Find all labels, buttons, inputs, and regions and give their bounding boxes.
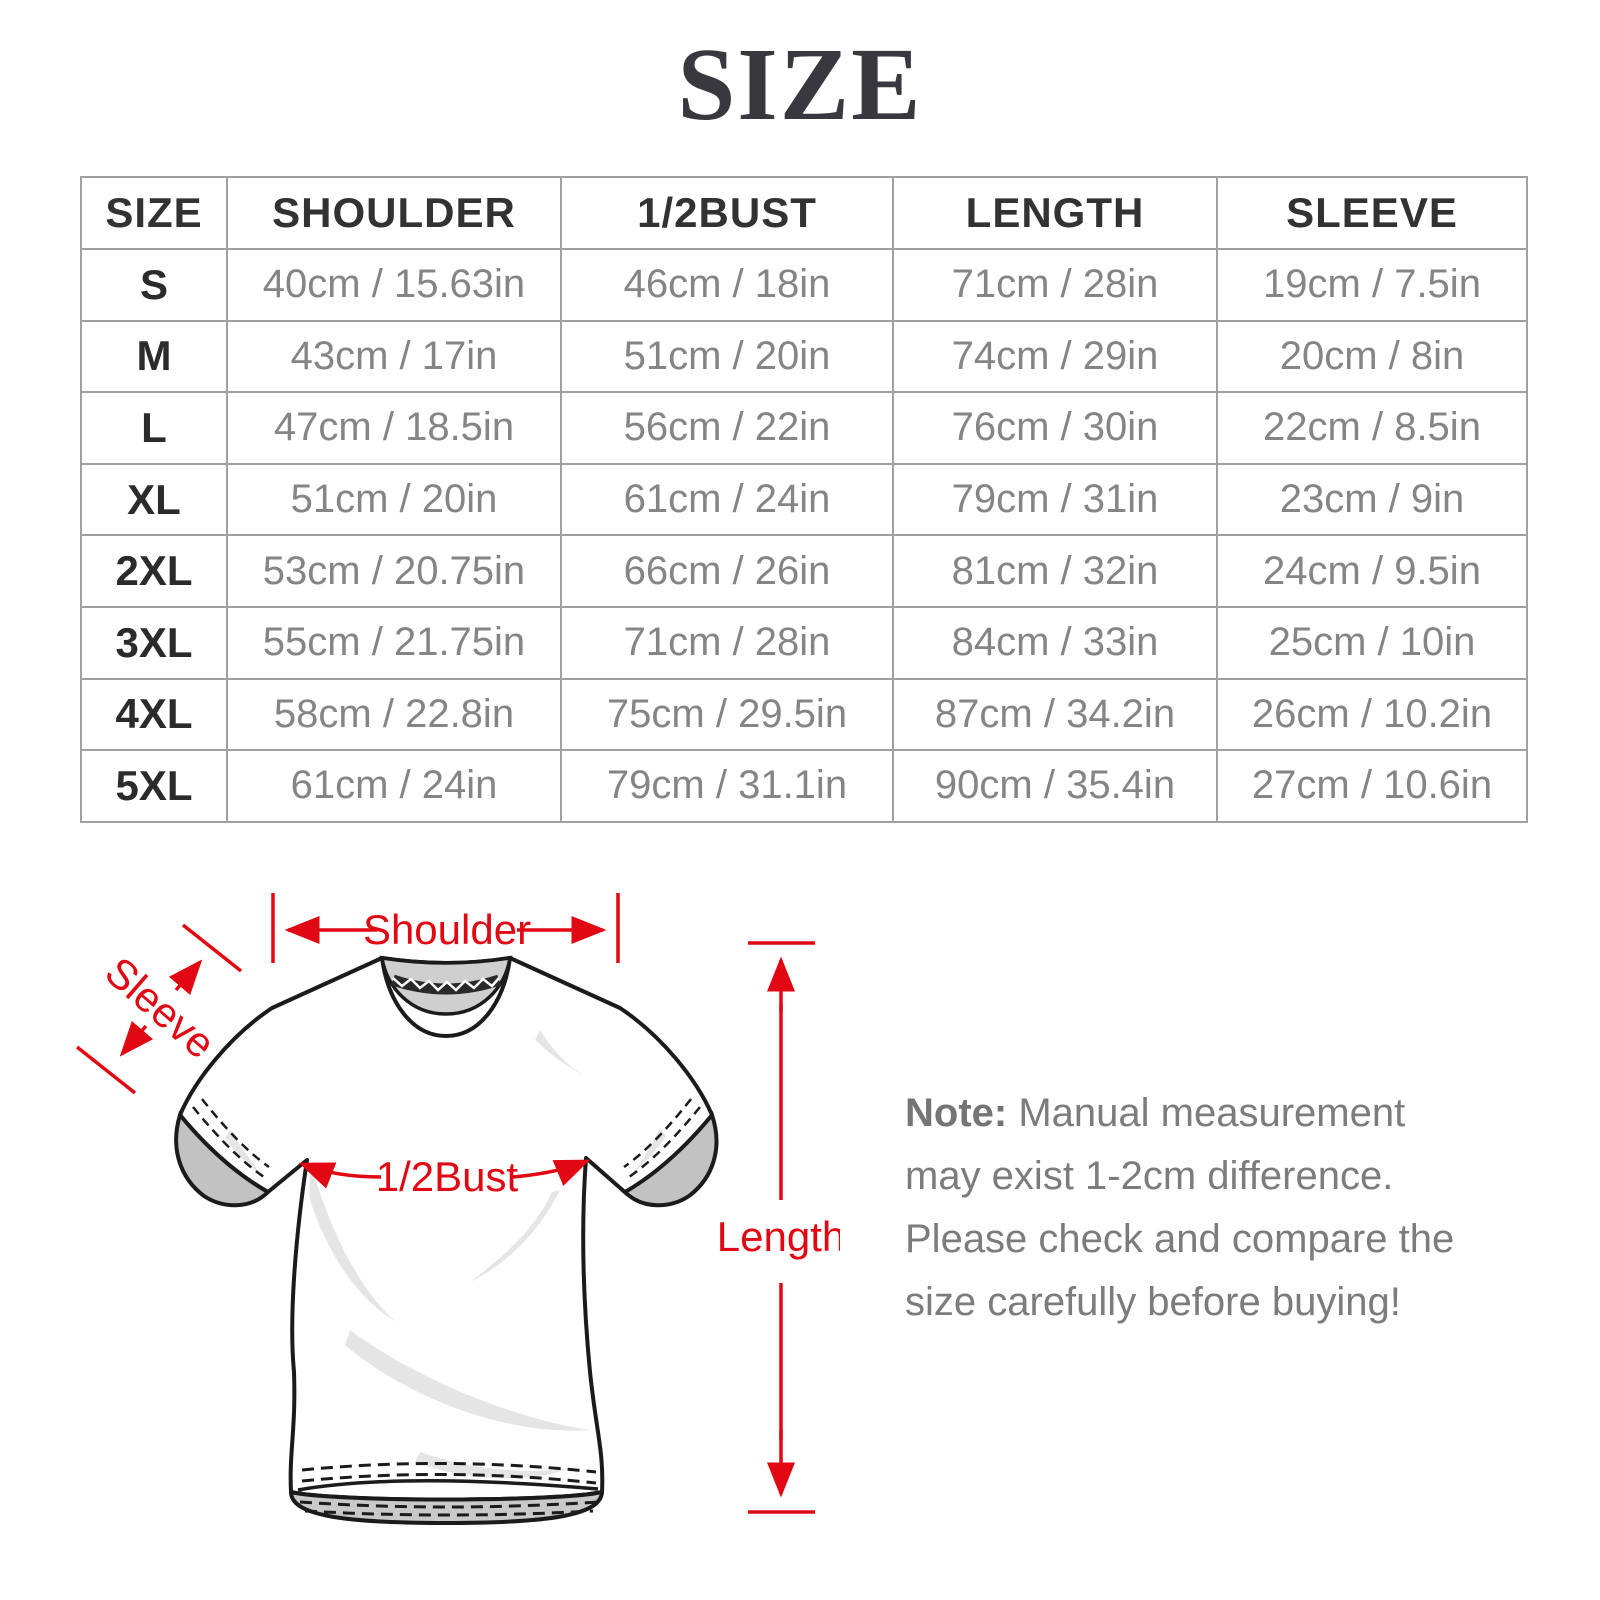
hem-stitch [301, 1461, 597, 1474]
length-value: 79cm / 31in [892, 462, 1218, 537]
header-length: LENGTH [892, 176, 1218, 250]
size-label: M [80, 319, 228, 394]
fabric-wrinkles [225, 1030, 666, 1479]
left-cuff-stitch [201, 1098, 270, 1169]
left-sleeve-cuff [174, 1110, 272, 1208]
sleeve-label: Sleeve [96, 948, 224, 1068]
tshirt-measurement-diagram: Shoulder Sleeve 1/2Bust Length [75, 893, 840, 1526]
right-cuff-stitch [623, 1098, 692, 1169]
shoulder-value: 51cm / 20in [226, 462, 562, 537]
bust-value: 79cm / 31.1in [560, 749, 894, 823]
table-row: 2XL 53cm / 20.75in 66cm / 26in 81cm / 32… [80, 534, 1528, 608]
measurement-note: Note: Manual measurement may exist 1-2cm… [905, 1082, 1490, 1334]
note-text: Manual measurement may exist 1-2cm diffe… [905, 1091, 1455, 1324]
shoulder-value: 58cm / 22.8in [226, 677, 562, 752]
length-value: 76cm / 30in [892, 391, 1218, 465]
table-row: 4XL 58cm / 22.8in 75cm / 29.5in 87cm / 3… [80, 677, 1528, 752]
bust-value: 75cm / 29.5in [560, 677, 894, 752]
hem-stitch [299, 1500, 599, 1509]
length-value: 90cm / 35.4in [892, 749, 1218, 823]
shoulder-measure-arrow [271, 893, 620, 963]
header-shoulder: SHOULDER [226, 176, 562, 250]
bust-value: 66cm / 26in [560, 534, 894, 608]
sleeve-value: 26cm / 10.2in [1216, 677, 1528, 752]
sleeve-measure-arrow [75, 923, 243, 1095]
length-value: 84cm / 33in [892, 605, 1218, 680]
table-row: S 40cm / 15.63in 46cm / 18in 71cm / 28in… [80, 248, 1528, 322]
bust-value: 71cm / 28in [560, 605, 894, 680]
sleeve-value: 27cm / 10.6in [1216, 749, 1528, 823]
sleeve-value: 25cm / 10in [1216, 605, 1528, 680]
length-label: Length [717, 1213, 840, 1260]
note-label: Note: [905, 1091, 1008, 1135]
hem-stitch [304, 1509, 594, 1517]
shoulder-value: 40cm / 15.63in [226, 248, 562, 322]
sleeve-value: 23cm / 9in [1216, 462, 1528, 537]
length-value: 81cm / 32in [892, 534, 1218, 608]
bust-value: 46cm / 18in [560, 248, 894, 322]
table-row: 3XL 55cm / 21.75in 71cm / 28in 84cm / 33… [80, 605, 1528, 680]
table-row: L 47cm / 18.5in 56cm / 22in 76cm / 30in … [80, 391, 1528, 465]
size-label: S [80, 248, 228, 322]
length-value: 87cm / 34.2in [892, 677, 1218, 752]
page-title: SIZE [677, 27, 923, 142]
shoulder-value: 61cm / 24in [226, 749, 562, 823]
hem-stitch [301, 1472, 597, 1485]
neck-tape-zigzag-stitch [392, 977, 500, 992]
shoulder-value: 43cm / 17in [226, 319, 562, 394]
bust-value: 61cm / 24in [560, 462, 894, 537]
size-table: SIZE SHOULDER 1/2BUST LENGTH SLEEVE S 40… [80, 176, 1528, 823]
size-label: 4XL [80, 677, 228, 752]
size-label: 3XL [80, 605, 228, 680]
table-row: XL 51cm / 20in 61cm / 24in 79cm / 31in 2… [80, 462, 1528, 537]
size-label: 2XL [80, 534, 228, 608]
hem-fold-line [297, 1479, 599, 1492]
size-label: XL [80, 462, 228, 537]
sleeve-value: 22cm / 8.5in [1216, 391, 1528, 465]
shoulder-value: 47cm / 18.5in [226, 391, 562, 465]
right-sleeve-cuff [621, 1110, 719, 1208]
table-row: M 43cm / 17in 51cm / 20in 74cm / 29in 20… [80, 319, 1528, 394]
header-bust: 1/2BUST [560, 176, 894, 250]
bust-label: 1/2Bust [376, 1153, 519, 1200]
sleeve-value: 24cm / 9.5in [1216, 534, 1528, 608]
shoulder-value: 55cm / 21.75in [226, 605, 562, 680]
sleeve-value: 19cm / 7.5in [1216, 248, 1528, 322]
size-label: L [80, 391, 228, 465]
header-sleeve: SLEEVE [1216, 176, 1528, 250]
right-cuff-stitch [628, 1106, 701, 1179]
tshirt-body [178, 956, 714, 1502]
length-value: 74cm / 29in [892, 319, 1218, 394]
header-size: SIZE [80, 176, 228, 250]
sleeve-value: 20cm / 8in [1216, 319, 1528, 394]
length-value: 71cm / 28in [892, 248, 1218, 322]
left-cuff-stitch [192, 1106, 265, 1179]
shoulder-value: 53cm / 20.75in [226, 534, 562, 608]
tshirt-illustration [174, 955, 719, 1526]
bust-measure-arrow [298, 1159, 591, 1189]
length-measure-arrow [748, 941, 815, 1514]
bust-value: 51cm / 20in [560, 319, 894, 394]
size-label: 5XL [80, 749, 228, 823]
shoulder-label: Shoulder [363, 906, 531, 953]
table-header-row: SIZE SHOULDER 1/2BUST LENGTH SLEEVE [80, 176, 1528, 250]
bust-value: 56cm / 22in [560, 391, 894, 465]
table-row: 5XL 61cm / 24in 79cm / 31.1in 90cm / 35.… [80, 749, 1528, 823]
